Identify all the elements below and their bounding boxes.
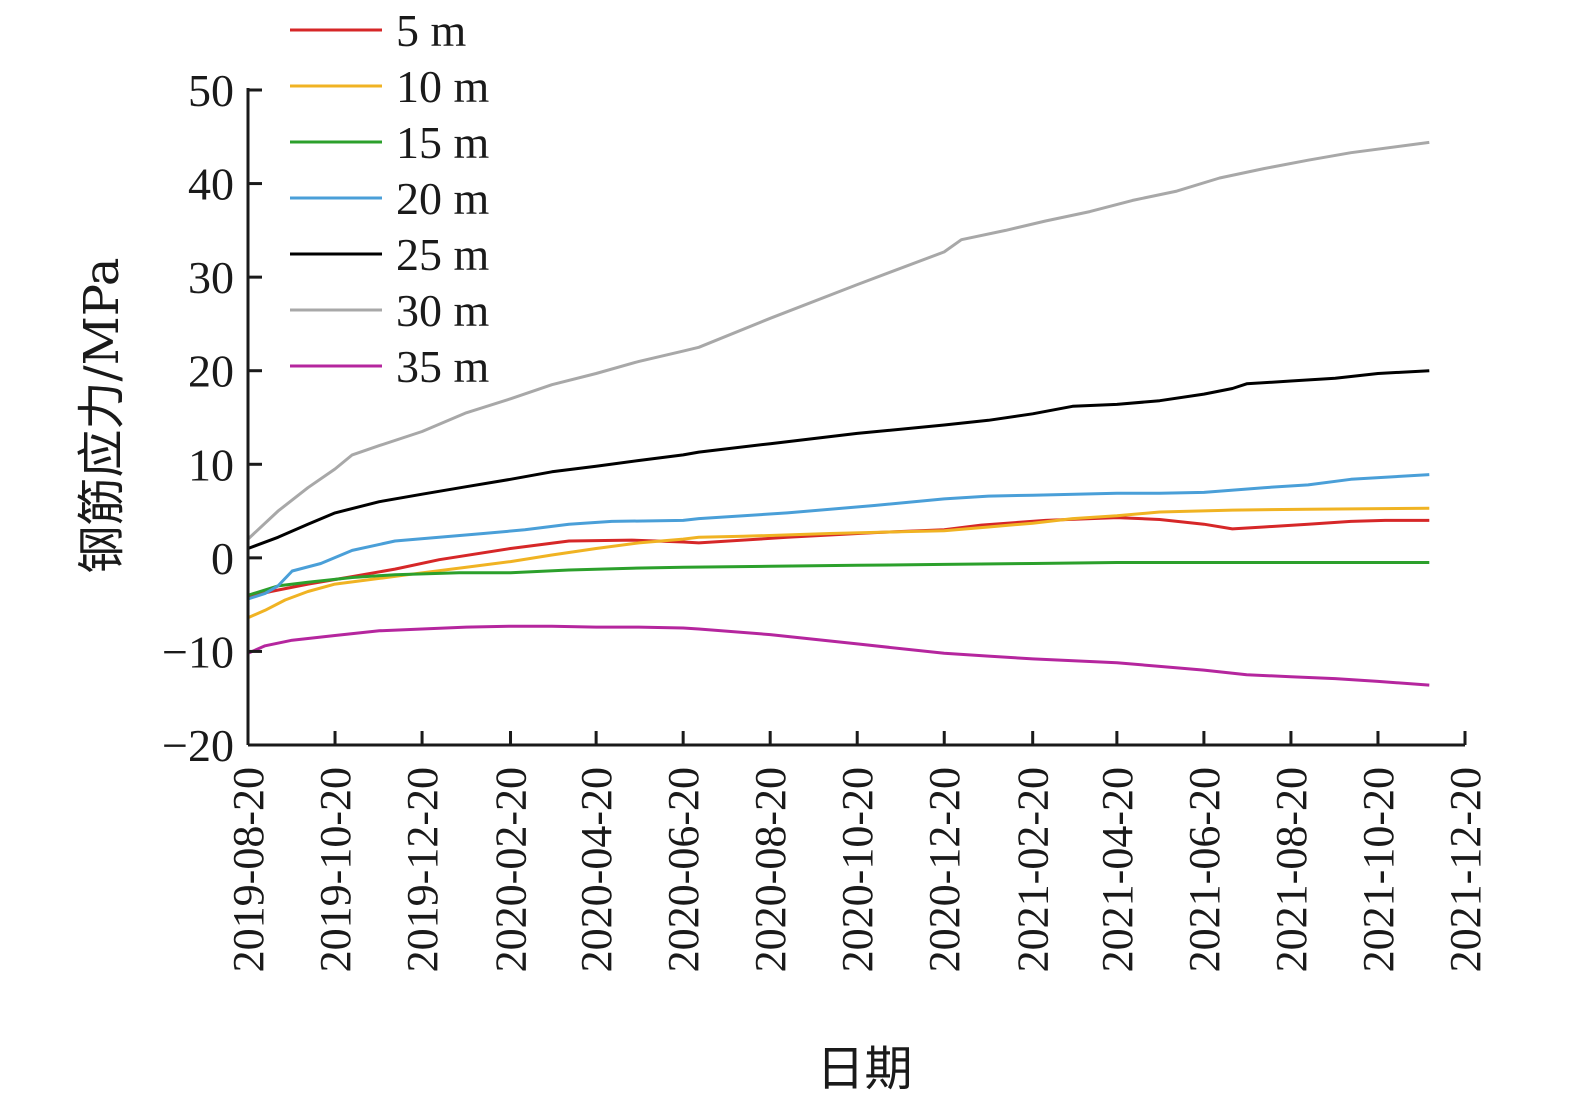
y-tick-label: 20 (188, 346, 234, 397)
y-tick-label: −10 (162, 626, 234, 677)
plot-lines (246, 140, 1430, 687)
x-tick-label: 2020-12-20 (920, 767, 969, 972)
y-tick-label: −20 (162, 720, 234, 771)
series-line-10m (247, 506, 1430, 620)
x-tick-label: 2021-06-20 (1180, 767, 1229, 972)
series-line-20m (247, 473, 1430, 601)
series-line-5m (247, 516, 1430, 599)
legend-label: 25 m (396, 229, 490, 280)
y-tick-label: 40 (188, 159, 234, 210)
legend: 5 m10 m15 m20 m25 m30 m35 m (290, 5, 490, 392)
x-tick-label: 2021-08-20 (1267, 767, 1316, 972)
x-tick-label: 2020-06-20 (659, 767, 708, 972)
y-tick-label: 50 (188, 65, 234, 116)
x-tick-label: 2020-08-20 (746, 767, 795, 972)
y-tick-label: 30 (188, 252, 234, 303)
series-line-30m (246, 140, 1430, 541)
x-tick-label: 2021-02-20 (1009, 767, 1058, 972)
y-ticks: −20 −10 0 10 20 30 40 50 (162, 65, 262, 771)
legend-label: 5 m (396, 5, 467, 56)
x-tick-label: 2021-04-20 (1093, 767, 1142, 972)
x-tick-label: 2019-12-20 (398, 767, 447, 972)
x-tick-label: 2020-04-20 (572, 767, 621, 972)
legend-label: 10 m (396, 61, 490, 112)
x-axis-title: 日期 (816, 1041, 912, 1097)
x-tick-label: 2019-08-20 (224, 767, 273, 972)
legend-label: 20 m (396, 173, 490, 224)
x-ticks: 2019-08-20 2019-10-20 2019-12-20 2020-02-20… (224, 731, 1490, 972)
series-line-15m (247, 561, 1430, 597)
x-tick-label: 2019-10-20 (311, 767, 360, 972)
legend-label: 35 m (396, 341, 490, 392)
y-tick-label: 0 (211, 533, 234, 584)
series-line-35m (247, 624, 1430, 687)
legend-label: 15 m (396, 117, 490, 168)
y-tick-label: 10 (188, 439, 234, 490)
y-axis-title: 钢筋应力/MPa (74, 257, 130, 573)
x-tick-label: 2020-10-20 (833, 767, 882, 972)
series-line-25m (247, 369, 1430, 550)
x-tick-label: 2020-02-20 (487, 767, 536, 972)
x-tick-label: 2021-12-20 (1441, 767, 1490, 972)
legend-label: 30 m (396, 285, 490, 336)
x-tick-label: 2021-10-20 (1354, 767, 1403, 972)
